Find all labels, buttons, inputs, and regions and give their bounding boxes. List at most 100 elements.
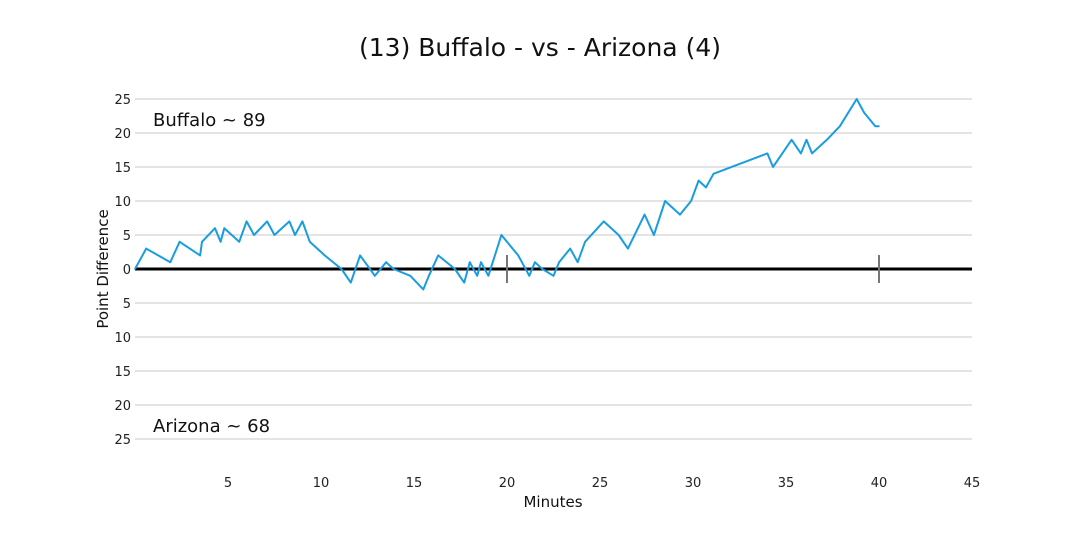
data-point (534, 261, 536, 264)
data-point (712, 173, 715, 175)
data-point (697, 179, 700, 182)
data-point (584, 241, 586, 243)
data-point (766, 152, 769, 155)
data-point (309, 241, 311, 243)
data-point (511, 247, 514, 250)
data-point (463, 281, 466, 284)
data-point (664, 200, 666, 202)
data-point (199, 254, 201, 257)
data-point (552, 275, 555, 277)
data-point (340, 268, 343, 270)
data-point (480, 261, 482, 264)
data-point (878, 125, 880, 127)
data-point (288, 220, 291, 223)
y-tick-labels: 25 20 15 10 5 0 5 10 15 20 25 (114, 93, 131, 448)
x-tick-label: 10 (313, 476, 330, 491)
y-tick-label: 20 (114, 399, 131, 414)
data-point (690, 200, 692, 202)
y-tick-label: 10 (114, 331, 131, 346)
data-point (617, 234, 620, 236)
data-point (500, 234, 503, 236)
y-tick-label: 5 (123, 229, 131, 244)
data-point (201, 241, 203, 243)
y-axis-title: Point Difference (94, 209, 112, 328)
y-tick-label: 15 (114, 365, 131, 380)
top-team-label: Buffalo ~ 89 (153, 110, 266, 131)
data-point (569, 247, 572, 250)
x-axis-title: Minutes (523, 493, 582, 511)
data-point (253, 234, 255, 236)
x-tick-label: 45 (964, 476, 981, 491)
bottom-team-label: Arizona ~ 68 (153, 416, 270, 437)
series-line (134, 98, 879, 291)
gridlines (135, 98, 972, 440)
y-tick-label: 15 (114, 161, 131, 176)
data-point (576, 261, 579, 264)
data-point (214, 227, 216, 229)
x-tick-label: 20 (499, 476, 516, 491)
data-point (805, 139, 808, 141)
data-point (874, 125, 877, 127)
data-point (219, 241, 222, 243)
data-point (643, 213, 646, 216)
data-point (541, 268, 544, 270)
data-point (392, 268, 395, 270)
x-tick-label: 25 (592, 476, 609, 491)
x-tick-label: 35 (778, 476, 795, 491)
data-point (223, 227, 226, 229)
data-point (855, 98, 858, 100)
data-point (301, 220, 304, 223)
x-tick-label: 5 (224, 476, 232, 491)
data-point (428, 275, 430, 277)
data-point (705, 186, 707, 189)
data-point (781, 152, 784, 155)
data-point (409, 275, 412, 277)
y-tick-label: 10 (114, 195, 131, 210)
x-tick-label: 40 (871, 476, 888, 491)
data-point (839, 125, 841, 127)
data-point (679, 213, 681, 216)
half-markers (506, 255, 880, 283)
data-point (653, 234, 655, 236)
data-point (134, 268, 136, 270)
data-point (627, 247, 629, 250)
data-point (863, 111, 865, 114)
x-tick-labels: 5 10 15 20 25 30 35 40 45 (224, 476, 980, 491)
y-tick-label: 25 (114, 433, 131, 448)
y-tick-label: 20 (114, 127, 131, 142)
data-point (437, 254, 439, 257)
data-point (487, 275, 490, 277)
x-tick-label: 30 (685, 476, 702, 491)
data-point (790, 139, 793, 141)
data-point (374, 275, 376, 277)
data-point (323, 254, 326, 257)
data-point (145, 247, 147, 250)
data-point (602, 220, 605, 223)
data-point (469, 261, 471, 264)
data-point (558, 261, 560, 264)
data-point (528, 275, 531, 277)
data-point (349, 281, 352, 284)
y-tick-label: 25 (114, 93, 131, 108)
data-point (359, 254, 361, 257)
y-tick-label: 5 (123, 297, 131, 312)
data-points (134, 98, 880, 291)
data-point (517, 254, 519, 257)
data-point (169, 261, 172, 264)
data-point (294, 234, 296, 236)
data-point (476, 275, 479, 277)
x-tick-label: 15 (406, 476, 423, 491)
data-point (238, 241, 240, 243)
data-point (245, 220, 248, 223)
chart-title: (13) Buffalo - vs - Arizona (4) (359, 33, 721, 62)
data-point (266, 220, 268, 223)
y-tick-label: 0 (123, 263, 131, 278)
data-point (178, 241, 181, 243)
data-point (826, 139, 828, 141)
data-point (454, 268, 456, 270)
data-point (385, 261, 387, 264)
data-point (800, 152, 802, 155)
data-point (772, 166, 774, 168)
data-point (422, 288, 425, 291)
